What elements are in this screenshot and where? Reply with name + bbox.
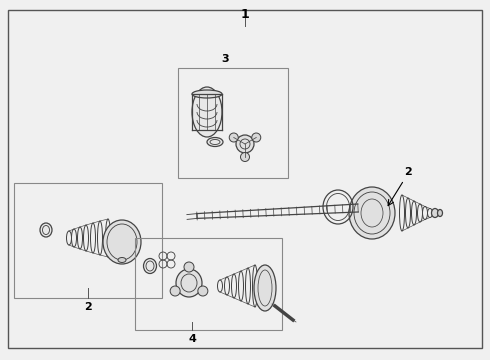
Ellipse shape — [118, 257, 126, 262]
Ellipse shape — [103, 220, 141, 264]
Text: 3: 3 — [221, 54, 229, 64]
Ellipse shape — [192, 90, 222, 98]
Circle shape — [184, 262, 194, 272]
Circle shape — [229, 133, 238, 142]
Ellipse shape — [254, 265, 276, 311]
Bar — [178, 68, 288, 178]
Ellipse shape — [176, 269, 202, 297]
Circle shape — [252, 133, 261, 142]
Ellipse shape — [349, 187, 395, 239]
Circle shape — [241, 153, 249, 162]
Text: 1: 1 — [241, 8, 249, 21]
Bar — [135, 238, 282, 330]
Ellipse shape — [192, 87, 222, 137]
Bar — [14, 183, 162, 298]
Ellipse shape — [144, 258, 156, 274]
Circle shape — [198, 286, 208, 296]
Ellipse shape — [438, 210, 442, 216]
Ellipse shape — [236, 135, 254, 153]
Text: 2: 2 — [84, 302, 92, 312]
Ellipse shape — [432, 208, 439, 217]
Ellipse shape — [207, 138, 223, 147]
Text: 4: 4 — [188, 334, 196, 344]
Ellipse shape — [40, 223, 52, 237]
Circle shape — [170, 286, 180, 296]
Text: 2: 2 — [404, 167, 412, 177]
Ellipse shape — [354, 204, 363, 212]
